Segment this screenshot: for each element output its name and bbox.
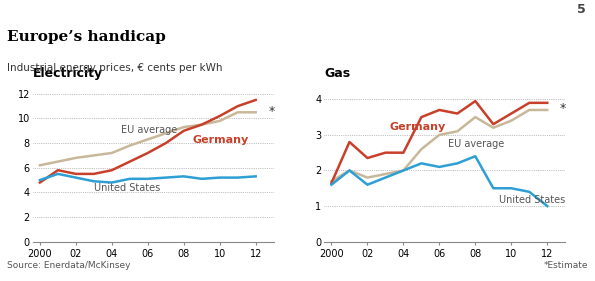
Text: Industrial energy prices, € cents per kWh: Industrial energy prices, € cents per kW…: [7, 63, 223, 73]
Text: *: *: [268, 105, 274, 117]
Text: Source: Enerdata/McKinsey: Source: Enerdata/McKinsey: [7, 261, 131, 270]
Text: Europe’s handicap: Europe’s handicap: [7, 30, 166, 44]
Text: United States: United States: [499, 194, 565, 205]
Text: Gas: Gas: [324, 67, 350, 80]
Text: Electricity: Electricity: [33, 67, 103, 80]
Text: *: *: [560, 102, 566, 115]
Text: EU average: EU average: [449, 139, 505, 149]
Text: 5: 5: [577, 3, 586, 16]
Text: United States: United States: [94, 183, 160, 192]
Text: Germany: Germany: [193, 135, 249, 145]
Text: *Estimate: *Estimate: [543, 261, 588, 270]
Text: Germany: Germany: [389, 122, 445, 132]
Text: EU average: EU average: [121, 125, 177, 135]
